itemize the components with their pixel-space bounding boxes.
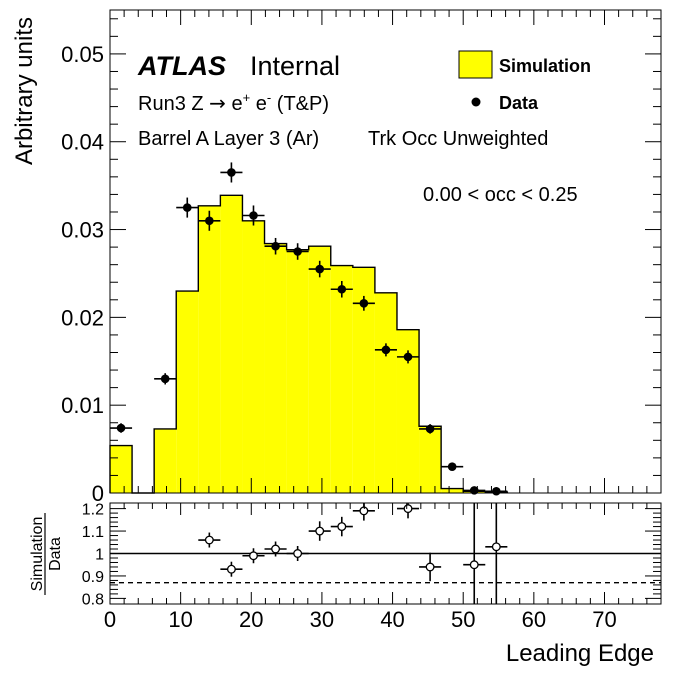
ratio-point [403,504,413,514]
legend-data-label: Data [499,93,539,113]
simulation-outline [109,194,509,494]
simulation-bar [419,426,442,493]
ratio-denominator: Data [47,537,64,571]
simulation-bar [286,249,309,493]
x-axis-title: Leading Edge [506,640,654,667]
selection-suffix: (T&P) [271,93,329,115]
simulation-bar [396,329,420,493]
simulation-bar [352,267,375,493]
occupancy-range-label: 0.00 < occ < 0.25 [423,184,578,206]
atlas-label: ATLAS [137,51,226,81]
electron-2: e [250,93,267,115]
ratio-y-tick-label: 1.2 [82,502,104,519]
simulation-bar [264,243,287,493]
ratio-y-tick-label: 0.9 [82,569,104,586]
ratio-point [271,544,281,554]
data-point [381,345,391,355]
charge-plus: + [243,90,251,105]
data-point [403,352,413,362]
electron-1: e [226,93,243,115]
ratio-point [469,560,479,570]
ratio-y-tick-label: 0.8 [82,591,104,608]
ratio-point [226,564,236,574]
ratio-point [249,551,258,561]
y-tick-label: 0.04 [61,130,104,155]
simulation-bar [110,445,133,493]
data-point [425,424,435,434]
legend-data-marker [471,97,481,107]
data-point [359,299,369,308]
data-point [116,423,126,433]
x-tick-label: 10 [168,607,192,632]
x-tick-label: 50 [451,607,475,632]
ratio-point [204,535,214,545]
simulation-bar [154,428,177,493]
ratio-point [315,526,325,536]
charge-minus: - [267,90,271,105]
ratio-y-tick-label: 1.1 [82,524,104,541]
data-point [293,247,302,256]
simulation-bar [330,265,353,493]
simulation-bar [242,220,265,493]
data-point [205,216,214,226]
bottom-axis-ticks: 0.8 0.9 1 1.1 1.2 0 10 20 30 40 50 60 70 [82,502,662,632]
x-tick-label: 20 [239,607,263,632]
ratio-point [293,549,303,558]
ratio-point [337,522,347,532]
data-points [110,162,508,496]
x-tick-label: 40 [380,607,404,632]
simulation-bar [441,488,464,493]
data-point [249,211,258,220]
ratio-numerator: Simulation [29,517,46,592]
legend: Simulation Data [458,50,591,113]
ratio-reference-lines [110,552,661,584]
data-point [227,168,236,177]
simulation-bar [374,292,397,493]
x-tick-label: 30 [310,607,334,632]
simulation-bar [308,246,331,493]
arrow-glyph: → [209,91,226,115]
ratio-y-tick-label: 1 [95,547,104,564]
data-point [271,241,280,251]
simulation-bar [176,291,199,493]
legend-simulation-swatch [458,50,493,79]
simulation-histogram [109,194,509,494]
x-tick-label: 0 [104,607,116,632]
data-point [492,486,501,496]
y-tick-label: 0 [92,481,104,506]
ratio-plot-frame [109,502,662,605]
data-point [315,264,325,274]
y-tick-label: 0.05 [61,42,104,67]
ratio-point [491,542,501,552]
x-tick-label: 60 [522,607,546,632]
ratio-point [425,562,435,572]
y-tick-label: 0.03 [61,218,104,243]
y-axis-label-top: Arbitrary units [11,17,38,165]
legend-simulation-label: Simulation [499,56,591,76]
data-point [160,374,170,384]
y-axis-title: Arbitrary units [11,17,38,165]
region-label: Barrel A Layer 3 (Ar) [138,128,319,150]
simulation-bar [198,205,221,494]
data-point [182,203,192,212]
y-tick-label: 0.02 [61,305,104,330]
ratio-y-label: Simulation Data [29,513,64,595]
top-plot-frame [109,9,662,494]
x-tick-label: 70 [592,607,616,632]
selection-label: Run3 Z → e+ e- (T&P) [138,90,329,115]
top-axis-ticks: 0 0.01 0.02 0.03 0.04 0.05 [61,10,662,506]
internal-label: Internal [250,51,340,81]
simulation-bar [220,195,243,493]
ratio-points [198,503,508,604]
selection-prefix: Run3 Z [138,93,209,115]
y-tick-label: 0.01 [61,393,104,418]
data-point [447,462,457,471]
weighting-label: Trk Occ Unweighted [368,128,548,150]
data-point [337,284,347,294]
